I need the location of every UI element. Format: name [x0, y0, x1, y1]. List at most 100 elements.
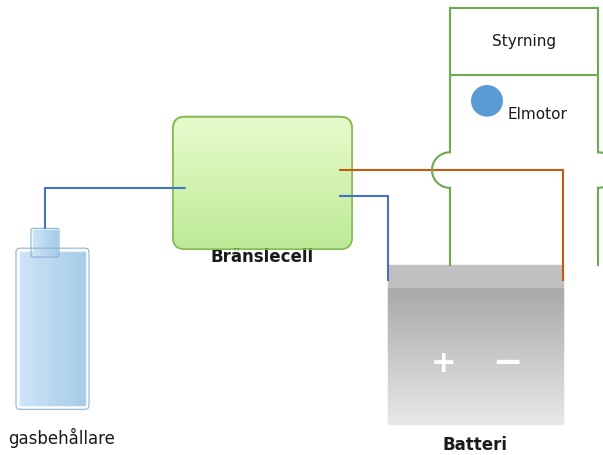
Bar: [388, 359, 563, 362]
Bar: [170, 192, 355, 196]
Text: −: −: [492, 346, 522, 380]
Bar: [170, 219, 355, 222]
Bar: [185, 131, 340, 135]
Bar: [170, 235, 355, 238]
Bar: [43, 252, 45, 405]
Bar: [388, 311, 563, 314]
Bar: [170, 177, 355, 180]
Bar: [170, 128, 355, 131]
Bar: [388, 372, 563, 376]
Bar: [170, 134, 355, 137]
Text: Bränslecell: Bränslecell: [211, 248, 314, 266]
Bar: [44, 230, 45, 255]
Bar: [55, 252, 58, 405]
Bar: [185, 156, 340, 159]
Bar: [388, 324, 563, 328]
Bar: [28, 252, 30, 405]
Bar: [388, 318, 563, 321]
Bar: [170, 166, 355, 169]
Bar: [170, 145, 355, 148]
Bar: [22, 252, 24, 405]
Bar: [59, 252, 61, 405]
Bar: [170, 203, 355, 207]
Bar: [388, 399, 563, 403]
Bar: [388, 293, 563, 298]
Bar: [185, 210, 340, 213]
Bar: [54, 230, 55, 255]
Bar: [185, 218, 340, 222]
Bar: [170, 182, 355, 185]
Bar: [42, 230, 43, 255]
Bar: [170, 230, 355, 233]
Bar: [388, 386, 563, 389]
Text: gasbehållare: gasbehållare: [8, 428, 115, 448]
Bar: [62, 252, 65, 405]
Bar: [185, 128, 340, 132]
Bar: [34, 230, 35, 255]
Bar: [185, 175, 340, 178]
Bar: [388, 321, 563, 325]
Bar: [170, 131, 355, 134]
Bar: [185, 232, 340, 235]
Bar: [170, 142, 355, 145]
Bar: [38, 252, 40, 405]
Bar: [170, 257, 355, 260]
Bar: [185, 139, 340, 142]
Bar: [27, 252, 28, 405]
Bar: [170, 195, 355, 198]
Bar: [170, 206, 355, 209]
Bar: [57, 252, 60, 405]
Bar: [170, 187, 355, 191]
Bar: [67, 252, 69, 405]
Bar: [185, 161, 340, 164]
Bar: [38, 230, 39, 255]
Bar: [388, 410, 563, 414]
Bar: [170, 246, 355, 249]
Bar: [388, 290, 563, 294]
Bar: [388, 287, 563, 291]
Bar: [185, 180, 340, 183]
Bar: [185, 150, 340, 153]
Bar: [185, 199, 340, 202]
Bar: [170, 225, 355, 228]
Bar: [185, 213, 340, 216]
Bar: [40, 252, 42, 405]
Bar: [36, 230, 37, 255]
Bar: [388, 420, 563, 424]
Bar: [185, 145, 340, 148]
Bar: [185, 153, 340, 156]
Bar: [75, 252, 77, 405]
Bar: [388, 334, 563, 339]
Bar: [55, 230, 56, 255]
Bar: [185, 202, 340, 205]
Bar: [20, 252, 22, 405]
Bar: [51, 230, 52, 255]
Bar: [388, 403, 563, 407]
Bar: [66, 252, 68, 405]
Bar: [185, 177, 340, 181]
Bar: [185, 188, 340, 192]
Bar: [388, 393, 563, 396]
Bar: [388, 304, 563, 308]
Bar: [82, 252, 84, 405]
Bar: [36, 230, 37, 255]
Bar: [48, 230, 49, 255]
Bar: [170, 174, 355, 177]
Bar: [185, 158, 340, 162]
Bar: [37, 230, 39, 255]
Bar: [388, 341, 563, 345]
Bar: [41, 252, 43, 405]
Bar: [388, 413, 563, 417]
Bar: [48, 252, 50, 405]
Bar: [34, 252, 37, 405]
Bar: [185, 134, 340, 137]
Text: Elmotor: Elmotor: [508, 107, 568, 122]
Bar: [69, 252, 71, 405]
Bar: [388, 416, 563, 420]
Bar: [185, 183, 340, 186]
Bar: [170, 147, 355, 151]
Bar: [185, 235, 340, 238]
Bar: [388, 396, 563, 400]
Bar: [185, 194, 340, 197]
Bar: [49, 252, 51, 405]
